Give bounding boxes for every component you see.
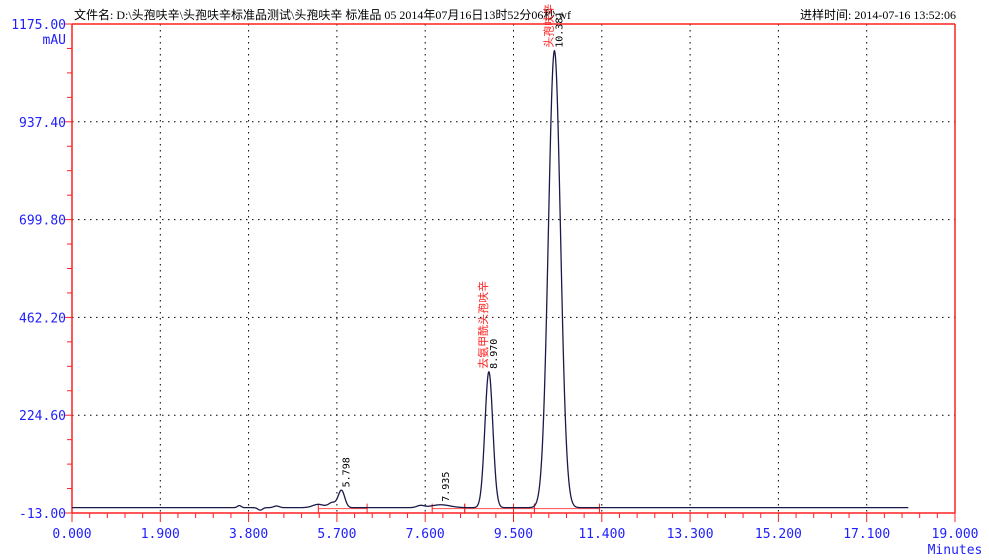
y-tick-label: 462.20 [19, 311, 66, 326]
y-tick-label: 1175.00 [11, 18, 66, 33]
x-tick-label: 5.700 [317, 527, 356, 542]
x-tick-label: 15.200 [755, 527, 802, 542]
x-tick-label: 11.400 [578, 527, 625, 542]
peak-retention-label: 8.970 [489, 339, 500, 369]
peak-name-label: 去氨甲酰头孢呋辛 [476, 281, 490, 369]
peak-retention-label: 7.935 [441, 472, 452, 502]
file-name-label: 文件名: D:\头孢呋辛\头孢呋辛标准品测试\头孢呋辛 标准品 05 2014年… [74, 8, 572, 22]
x-tick-label: 3.800 [229, 527, 268, 542]
y-tick-label: -13.00 [19, 507, 66, 522]
peak-retention-label: 10.381 [554, 12, 565, 48]
peak-retention-label: 5.798 [341, 457, 352, 487]
x-tick-label: 13.300 [667, 527, 714, 542]
x-tick-label: 19.000 [932, 527, 979, 542]
x-tick-label: 1.900 [141, 527, 180, 542]
y-tick-label: 224.60 [19, 409, 66, 424]
x-tick-label: 0.000 [52, 527, 91, 542]
chromatogram-trace [72, 49, 909, 511]
peak-name-label: 头孢呋辛 [541, 4, 555, 48]
x-axis-label: Minutes [928, 543, 983, 558]
y-tick-label: 937.40 [19, 116, 66, 131]
x-tick-label: 7.600 [406, 527, 445, 542]
y-tick-label: 699.80 [19, 214, 66, 229]
x-tick-label: 17.100 [843, 527, 890, 542]
injection-time-label: 进样时间: 2014-07-16 13:52:06 [800, 8, 956, 22]
x-tick-label: 9.500 [494, 527, 533, 542]
y-axis-label: mAU [43, 33, 66, 48]
